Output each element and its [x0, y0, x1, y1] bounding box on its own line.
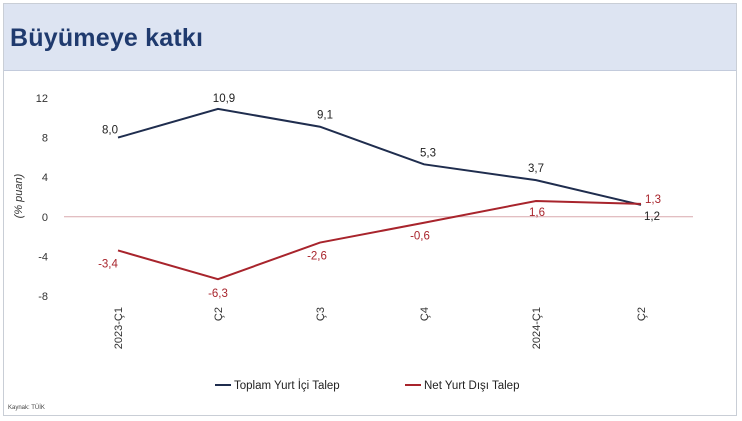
legend-label-net-yurt-disi-talep: Net Yurt Dışı Talep — [424, 380, 519, 392]
y-tick-label: 0 — [42, 212, 48, 224]
data-label: 10,9 — [213, 93, 235, 105]
data-label: 8,0 — [102, 125, 118, 137]
x-tick-label: Ç2 — [636, 307, 648, 321]
data-label: -0,6 — [410, 231, 430, 243]
y-tick-label: 4 — [42, 172, 48, 184]
legend: Toplam Yurt İçi Talep Net Yurt Dışı Tale… — [215, 379, 519, 392]
data-label: 5,3 — [420, 147, 436, 159]
data-label: -6,3 — [208, 288, 228, 300]
data-label: -3,4 — [98, 258, 118, 270]
series-group: 8,0 10,9 9,1 5,3 3,7 1,2 -3,4 -6,3 -2,6 -0,6 1,6 1,… — [98, 93, 661, 300]
slide-frame: Büyümeye katkı Kaynak: TÜİK — [3, 3, 737, 416]
x-tick-label: Ç2 — [213, 307, 225, 321]
y-axis-ticks: 12 8 4 0 -4 -8 — [36, 93, 48, 303]
y-tick-label: -4 — [38, 251, 48, 263]
y-tick-label: 8 — [42, 133, 48, 145]
series-line-0 — [117, 107, 642, 206]
y-tick-label: -8 — [38, 291, 48, 303]
data-label: 3,7 — [528, 163, 544, 175]
data-label: 9,1 — [317, 110, 333, 122]
y-tick-label: 12 — [36, 93, 48, 105]
slide-title: Büyümeye katkı — [10, 24, 204, 52]
y-axis-label: (% puan) — [13, 173, 25, 218]
slide-header: Büyümeye katkı — [4, 4, 736, 71]
data-label: 1,2 — [644, 211, 660, 223]
x-tick-label: 2023-Ç1 — [113, 307, 125, 349]
series-line-1 — [117, 199, 642, 281]
data-label: 1,3 — [645, 194, 661, 206]
x-tick-label: Ç4 — [419, 307, 431, 321]
x-tick-label: Ç3 — [315, 307, 327, 321]
x-tick-label: 2024-Ç1 — [531, 307, 543, 349]
data-label: -2,6 — [307, 251, 327, 263]
legend-label-toplam-yurt-ici-talep: Toplam Yurt İçi Talep — [234, 379, 340, 392]
data-label: 1,6 — [529, 207, 545, 219]
x-axis-ticks: 2023-Ç1 Ç2 Ç3 Ç4 2024-Ç1 Ç2 — [113, 307, 648, 349]
source-note: Kaynak: TÜİK — [8, 405, 45, 411]
